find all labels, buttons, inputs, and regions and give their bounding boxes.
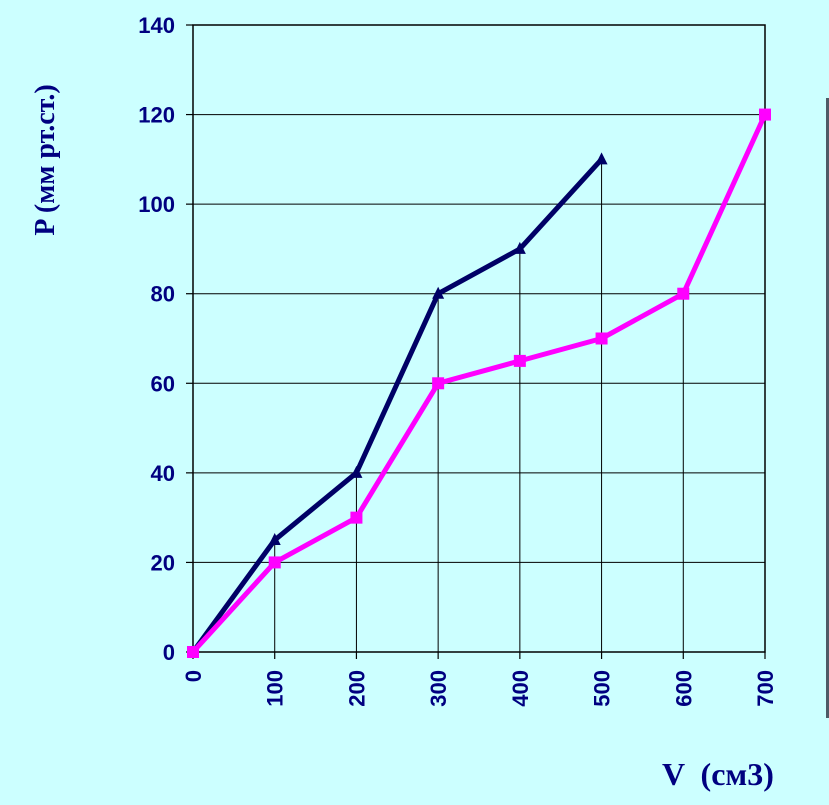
edge-strip	[826, 98, 829, 718]
y-tick-label: 100	[138, 192, 175, 217]
y-axis-label: P (мм рт.ст.)	[30, 84, 61, 235]
data-point	[187, 646, 199, 658]
x-tick-label: 500	[590, 670, 615, 707]
data-point	[432, 377, 445, 390]
data-point	[759, 108, 771, 121]
y-tick-label: 60	[151, 371, 175, 396]
data-point	[268, 533, 281, 546]
y-tick-label: 80	[151, 282, 175, 307]
y-tick-label: 120	[138, 103, 175, 128]
data-point	[595, 332, 608, 345]
data-point	[350, 511, 363, 524]
x-axis-label: V (см3)	[662, 756, 774, 792]
data-point	[350, 465, 363, 478]
x-tick-label: 100	[263, 670, 288, 707]
data-point	[268, 556, 281, 569]
x-tick-label: 400	[508, 670, 533, 707]
y-tick-label: 0	[163, 640, 175, 665]
x-tick-label: 700	[753, 670, 778, 707]
data-point	[677, 287, 690, 300]
data-point	[513, 354, 526, 367]
y-axis-label-text: P (мм рт.ст.)	[30, 84, 61, 235]
series-line	[191, 113, 768, 654]
plot-area	[192, 24, 766, 653]
x-tick-label: 600	[671, 670, 696, 707]
y-tick-label: 20	[151, 550, 175, 575]
data-point	[432, 286, 445, 299]
x-tick-label: 300	[426, 670, 451, 707]
y-tick-label: 140	[138, 13, 175, 38]
x-tick-label: 0	[181, 670, 206, 682]
data-point	[513, 241, 526, 254]
data-point	[595, 152, 608, 165]
series-line	[190, 157, 604, 654]
x-tick-label: 200	[344, 670, 369, 707]
y-tick-label: 40	[151, 461, 175, 486]
